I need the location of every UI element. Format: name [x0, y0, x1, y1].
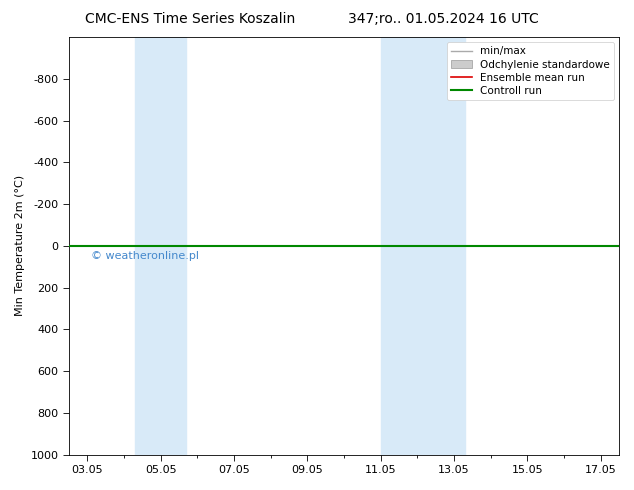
Legend: min/max, Odchylenie standardowe, Ensemble mean run, Controll run: min/max, Odchylenie standardowe, Ensembl…: [446, 42, 614, 100]
Y-axis label: Min Temperature 2m (°C): Min Temperature 2m (°C): [15, 175, 25, 317]
Text: © weatheronline.pl: © weatheronline.pl: [91, 251, 199, 261]
Text: CMC-ENS Time Series Koszalin: CMC-ENS Time Series Koszalin: [85, 12, 295, 26]
Bar: [380, 37, 465, 455]
Text: 347;ro.. 01.05.2024 16 UTC: 347;ro.. 01.05.2024 16 UTC: [349, 12, 539, 26]
Bar: [135, 37, 186, 455]
